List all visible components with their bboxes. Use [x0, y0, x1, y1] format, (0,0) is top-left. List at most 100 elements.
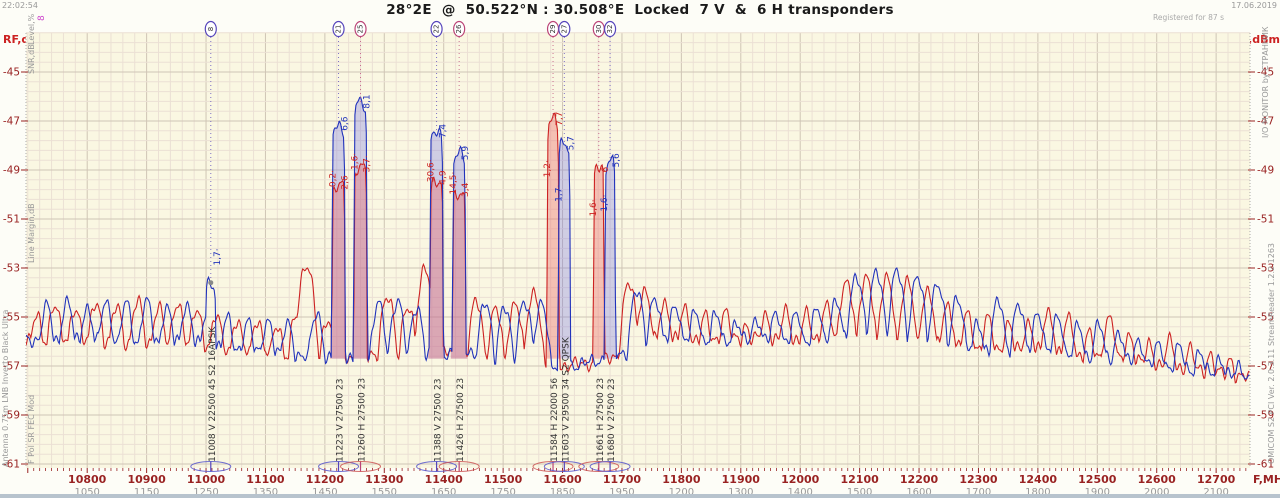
x-tick-label-if: 1050: [74, 487, 99, 498]
trace-blue-v: [26, 96, 1250, 380]
transponder-label: 11426 H 27500 23: [456, 378, 466, 462]
locked-oval: [532, 461, 574, 472]
value-label: 5,6: [612, 153, 622, 168]
y-tick-label: -53: [3, 263, 20, 275]
traces: [26, 96, 1250, 384]
marker-number: 26: [455, 24, 463, 33]
x-tick-label-if: 1150: [134, 487, 159, 498]
x-tick-label-rf: 12200: [900, 473, 939, 486]
y-tick-label: -61: [1257, 459, 1274, 471]
level-axis-label: Level,%: [27, 13, 36, 45]
y-tick-label: -59: [3, 410, 20, 422]
marker-number: 25: [357, 25, 365, 34]
grid: [26, 32, 1250, 468]
value-label: 1,7·: [213, 248, 223, 265]
transponder-fill-v: [352, 96, 369, 363]
trace-red-h: [26, 112, 1250, 384]
transponder-label: 11680 V 27500 23: [607, 379, 617, 462]
x-tick-label-rf: 11700: [603, 473, 642, 486]
marker-circle[interactable]: [558, 20, 571, 38]
pink-marker-flag: 8: [37, 15, 47, 21]
transponder-fill-h: [591, 164, 606, 364]
x-tick-label-if: 1750: [490, 487, 515, 498]
x-tick-label-if: 1200: [669, 487, 694, 498]
x-tick-label-rf: 12300: [959, 473, 998, 486]
x-tick-label-rf: 12100: [840, 473, 879, 486]
locked-oval: [543, 461, 585, 472]
marker-circle[interactable]: [204, 20, 217, 38]
date: 17.06.2019: [1231, 1, 1277, 10]
x-tick-label-if: 1250: [193, 487, 218, 498]
y-tick-label: -45: [3, 67, 20, 79]
hardware-version-label: OMICOM S2 PCI Ver. 2.0.3.11 StreamReader…: [1267, 243, 1276, 464]
y-tick-label: -51: [3, 214, 20, 226]
page-title: 28°2E @ 50.522°N : 30.508°E Locked 7 V &…: [386, 2, 894, 18]
value-label: 1,6·: [589, 199, 599, 216]
locked-oval: [578, 461, 620, 472]
value-label: 30,6·: [427, 159, 437, 182]
transponder-fill-v: [428, 127, 445, 359]
transponder-fill-h: [352, 163, 369, 363]
x-tick-label-rf: 11400: [425, 473, 464, 486]
x-tick-label-if: 1650: [431, 487, 456, 498]
marker-number: 29: [549, 25, 557, 34]
x-tick-label-if: 1950: [609, 487, 634, 498]
transponder-fill-v: [602, 155, 618, 362]
marker-circle[interactable]: [354, 20, 367, 38]
antenna-lnb-label: Antenna 0.75m LNB Inverto Black Ultra: [1, 310, 10, 467]
marker-number: 21: [335, 25, 343, 34]
value-label: 4,9: [439, 170, 449, 185]
transponder-label: 11584 H 22000 56: [550, 378, 560, 462]
transponder-fill-h: [330, 180, 347, 364]
transponder-label: 11223 V 27500 23: [336, 379, 346, 462]
x-tick-label-rf: 10800: [68, 473, 107, 486]
x-axis-title: F,MHz: [1253, 473, 1280, 486]
x-tick-label-if: 1600: [906, 487, 931, 498]
y-tick-label: -49: [3, 165, 20, 177]
marker-circle[interactable]: [430, 20, 443, 38]
x-tick-label-rf: 10900: [127, 473, 166, 486]
value-label: 5,7: [566, 136, 576, 150]
value-label: 7,7: [555, 112, 565, 126]
x-tick-label-rf: 11800: [662, 473, 701, 486]
marker-circle[interactable]: [453, 20, 466, 38]
value-label: 1,2·: [543, 160, 553, 177]
weak-signal-dot: [208, 280, 214, 286]
y-tick-label: -57: [1257, 361, 1274, 373]
locked-oval: [416, 461, 458, 472]
value-label: 14,5·: [449, 172, 459, 195]
x-tick-label-if: 1850: [550, 487, 575, 498]
marker-circle[interactable]: [603, 20, 617, 38]
x-tick-label-if: 2000: [1144, 487, 1169, 498]
transponder-fill-v: [450, 146, 468, 359]
x-tick-label-rf: 11000: [187, 473, 226, 486]
y-tick-label: -47: [3, 116, 20, 128]
y-tick-label: -51: [1257, 214, 1274, 226]
x-tick-label-rf: 12000: [781, 473, 820, 486]
x-tick-label-rf: 12700: [1197, 473, 1236, 486]
marker-circle[interactable]: [332, 20, 345, 38]
table-columns-label: F Pol SR FEC Mod: [27, 395, 36, 464]
value-label: 5,9: [461, 146, 471, 161]
x-tick-label-rf: 11100: [246, 473, 285, 486]
x-tick-label-rf: 11600: [543, 473, 582, 486]
transponder-label: 11008 V 22500 45 S2 16APSK: [208, 326, 218, 462]
y-tick-label: -55: [1257, 312, 1274, 324]
locked-oval: [340, 461, 382, 472]
locked-oval: [589, 461, 631, 472]
marker-number: 27: [560, 25, 568, 34]
x-tick-label-if: 1400: [787, 487, 812, 498]
x-tick-label-if: 1350: [253, 487, 278, 498]
x-tick-label-if: 1800: [1025, 487, 1050, 498]
marker-number: 8: [207, 27, 215, 31]
y-tick-label: -45: [1257, 67, 1274, 79]
marker-number: 30: [595, 25, 603, 34]
y-tick-label: -59: [1257, 410, 1274, 422]
x-tick-label-if: 1700: [966, 487, 991, 498]
transponder-label: 11260 H 27500 23: [358, 378, 368, 462]
x-tick-label-if: 1550: [372, 487, 397, 498]
x-tick-label-if: 1450: [312, 487, 337, 498]
value-label: 3,7·: [363, 155, 373, 172]
